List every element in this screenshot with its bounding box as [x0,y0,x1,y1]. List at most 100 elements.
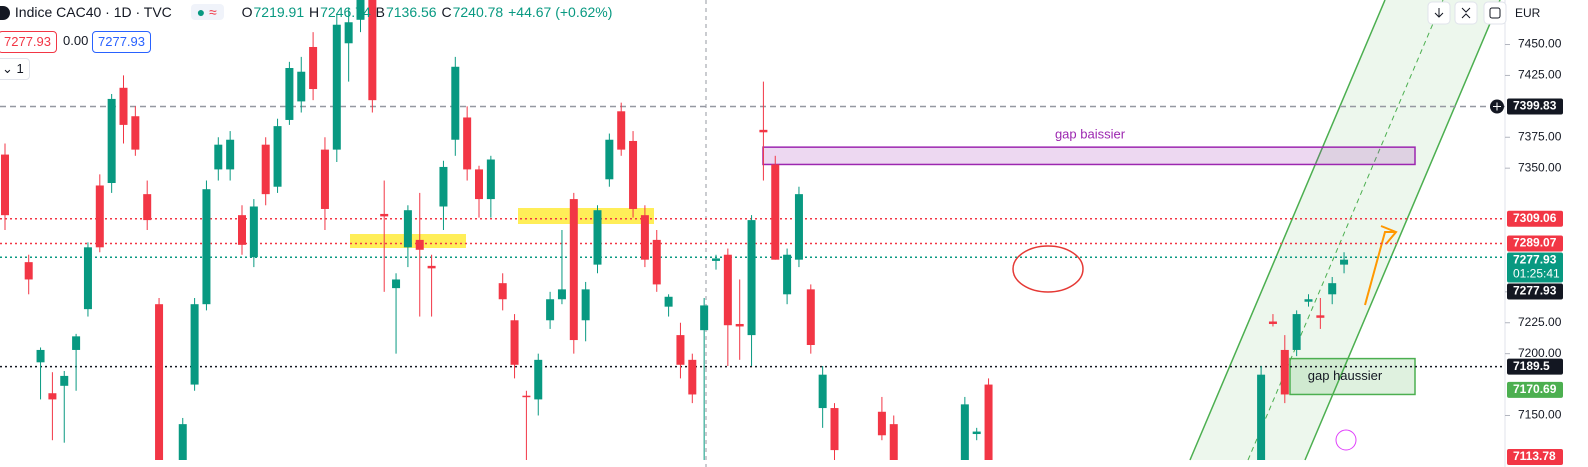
candle-body [759,129,768,133]
candle-body [238,215,246,245]
icon [1461,7,1471,19]
c-label: C [441,4,452,20]
price-label-bg [1507,449,1563,465]
add-icon [1493,102,1501,111]
candle-body [486,159,495,200]
price-label: 7399.83 [1513,99,1557,113]
icon [1489,7,1501,19]
candle-body [498,283,507,300]
price-label-bg [1507,283,1563,300]
candle-body [1268,321,1277,324]
drawings [350,0,1501,467]
y-tick-label: 7425.00 [1518,68,1562,82]
spread: 0.00 [58,31,94,51]
candle-body [605,139,614,180]
candle-body [830,408,839,451]
h-label: H [309,4,320,20]
price-label-bg [1507,235,1563,252]
candle-body [95,185,104,248]
candle-body [629,140,638,209]
candle-body [332,24,341,150]
b-label: B [375,4,385,20]
candle-body [1280,349,1289,395]
price-label: 7170.69 [1513,382,1557,396]
candle-body [309,46,318,90]
candle-body [1316,315,1325,318]
candle-body [273,126,282,187]
candle-body [178,424,187,460]
candle-body [451,66,460,140]
candle-body [806,289,815,345]
candle-body [285,68,294,120]
candle-body [344,22,353,44]
zone [762,146,1416,166]
toolbar [1427,1,1507,25]
countdown: 01:25:41 [1513,267,1560,281]
candle-body [214,144,223,170]
candle-body [783,254,792,295]
candle-body [723,254,732,326]
low: 7136.56 [385,4,437,20]
candle-body [522,395,531,398]
candle-body [463,117,472,170]
candle-body [569,199,578,341]
price-label: 7289.07 [1513,236,1557,250]
candle-body [249,206,258,258]
candle-body [652,239,661,285]
candle-body [368,0,377,101]
buy-button[interactable]: 7277.93 [92,31,151,53]
candle-body [36,349,45,363]
candle-body [415,239,424,250]
y-tick-label: 7200.00 [1518,346,1562,360]
zone [1289,357,1416,396]
candle-body [427,265,436,269]
candle-body [1292,314,1301,350]
quantity[interactable]: ⌄ 1 [0,58,30,80]
price-label-bg [1507,358,1563,375]
candle-body [712,258,720,261]
open: 7219.91 [253,4,305,20]
candle-body [771,164,780,260]
candle-body [581,289,590,321]
candle-body [664,296,673,307]
o-label: O [241,4,253,20]
change: +44.67 (+0.62%) [508,4,613,20]
candle-body [392,279,401,289]
candle-body [1304,299,1313,302]
quantity-value: 1 [16,61,24,76]
candle-body [960,404,969,460]
candle-body [688,359,697,395]
price-label-bg [1507,210,1563,227]
candle-body [984,384,993,460]
candle-body [557,289,566,300]
candle-body [735,323,744,327]
icon [1434,8,1444,18]
legend-header: Indice CAC40 · 1D · TVC ● ≈ O7219.91 H72… [0,4,613,21]
candle-body [1,154,9,216]
candle-body [877,411,886,436]
price-axis: 7450.007425.007375.007350.007250.007225.… [1490,37,1563,465]
candle-body [972,431,981,435]
button[interactable] [1454,1,1478,25]
candle-body [546,299,555,321]
price-label-bg [1507,252,1563,283]
candle-body [261,144,270,195]
candle-body [534,359,543,400]
sell-button[interactable]: 7277.93 [0,31,57,53]
zone-label: gap baissier [1055,127,1126,142]
candle-body [119,87,128,125]
currency: EUR [1515,6,1541,20]
candle-body [83,247,92,310]
candle-body [439,166,448,207]
highlight [518,208,654,224]
symbol: Indice CAC40 · 1D · TVC [14,4,172,20]
arrow [1364,231,1396,306]
candle-body [131,116,140,150]
alert-icon[interactable] [1335,429,1357,451]
candle-body [107,98,116,184]
candle-body [794,194,803,260]
candle-body [60,375,69,386]
candle-body [818,374,827,409]
button[interactable] [1483,1,1507,25]
